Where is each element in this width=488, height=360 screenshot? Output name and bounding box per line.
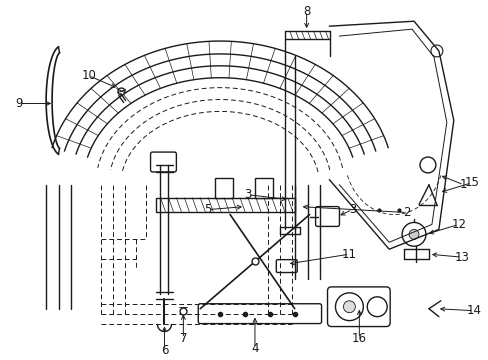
Text: 5: 5: [204, 203, 211, 216]
FancyBboxPatch shape: [150, 152, 176, 172]
Text: 2: 2: [403, 206, 410, 219]
FancyBboxPatch shape: [198, 304, 321, 324]
Bar: [155, 198, 294, 212]
Circle shape: [419, 157, 435, 173]
Text: 3: 3: [244, 188, 251, 201]
Text: 6: 6: [161, 344, 168, 357]
Text: 1: 1: [459, 178, 467, 191]
FancyBboxPatch shape: [327, 287, 389, 327]
Circle shape: [335, 293, 363, 321]
Circle shape: [343, 301, 355, 313]
Text: 16: 16: [351, 332, 366, 345]
Bar: [254, 178, 272, 198]
Circle shape: [430, 45, 442, 57]
Circle shape: [366, 297, 386, 317]
Text: 8: 8: [303, 5, 310, 18]
Text: 7: 7: [179, 332, 187, 345]
Text: 14: 14: [465, 304, 480, 317]
Text: 12: 12: [450, 218, 466, 231]
Circle shape: [408, 229, 418, 239]
Text: 13: 13: [453, 251, 468, 264]
FancyBboxPatch shape: [315, 207, 339, 226]
Text: 10: 10: [81, 69, 96, 82]
Text: 11: 11: [341, 248, 356, 261]
Circle shape: [401, 222, 425, 246]
Text: 9: 9: [16, 97, 23, 110]
Text: 3: 3: [348, 203, 355, 216]
Bar: [215, 178, 233, 198]
FancyBboxPatch shape: [276, 260, 297, 273]
Text: 4: 4: [251, 342, 258, 355]
Text: 15: 15: [463, 176, 478, 189]
